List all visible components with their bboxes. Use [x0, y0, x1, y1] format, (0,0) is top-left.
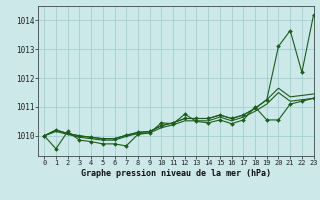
X-axis label: Graphe pression niveau de la mer (hPa): Graphe pression niveau de la mer (hPa): [81, 169, 271, 178]
